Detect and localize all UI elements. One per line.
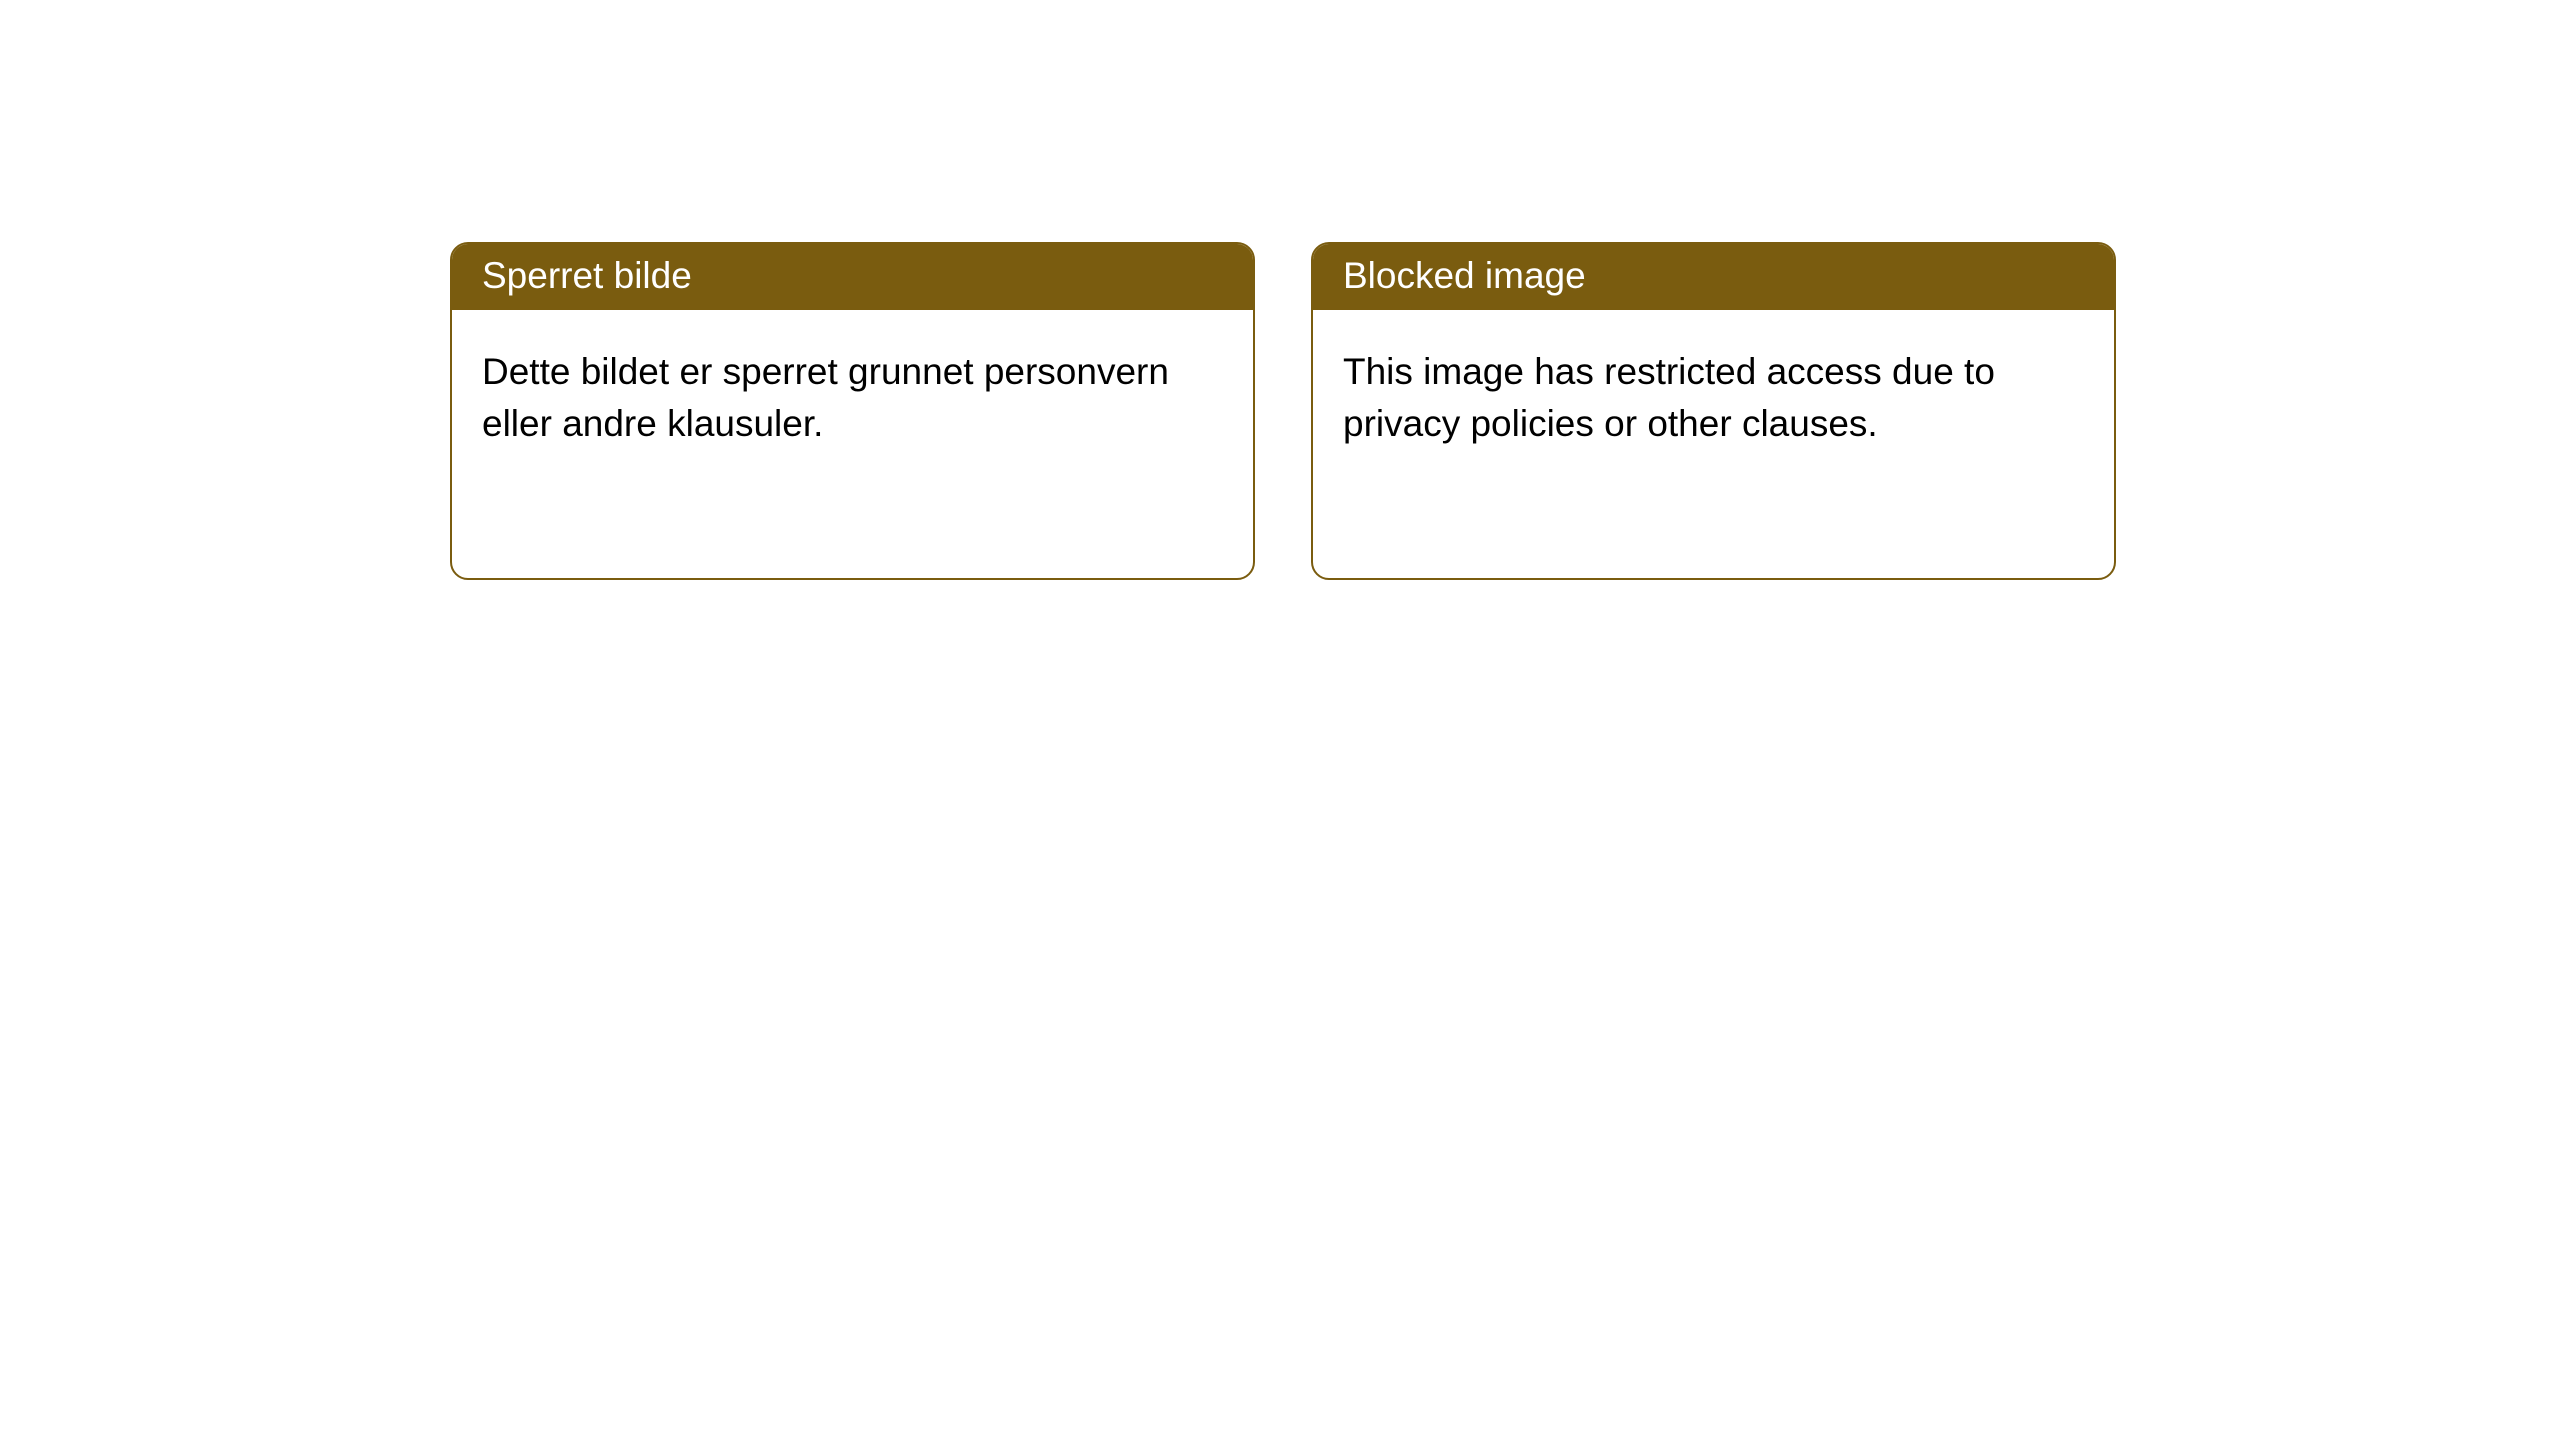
notice-container: Sperret bilde Dette bildet er sperret gr… [0, 0, 2560, 580]
card-header-norwegian: Sperret bilde [452, 244, 1253, 310]
card-body-norwegian: Dette bildet er sperret grunnet personve… [452, 310, 1253, 486]
card-header-english: Blocked image [1313, 244, 2114, 310]
notice-card-english: Blocked image This image has restricted … [1311, 242, 2116, 580]
notice-card-norwegian: Sperret bilde Dette bildet er sperret gr… [450, 242, 1255, 580]
card-body-english: This image has restricted access due to … [1313, 310, 2114, 486]
